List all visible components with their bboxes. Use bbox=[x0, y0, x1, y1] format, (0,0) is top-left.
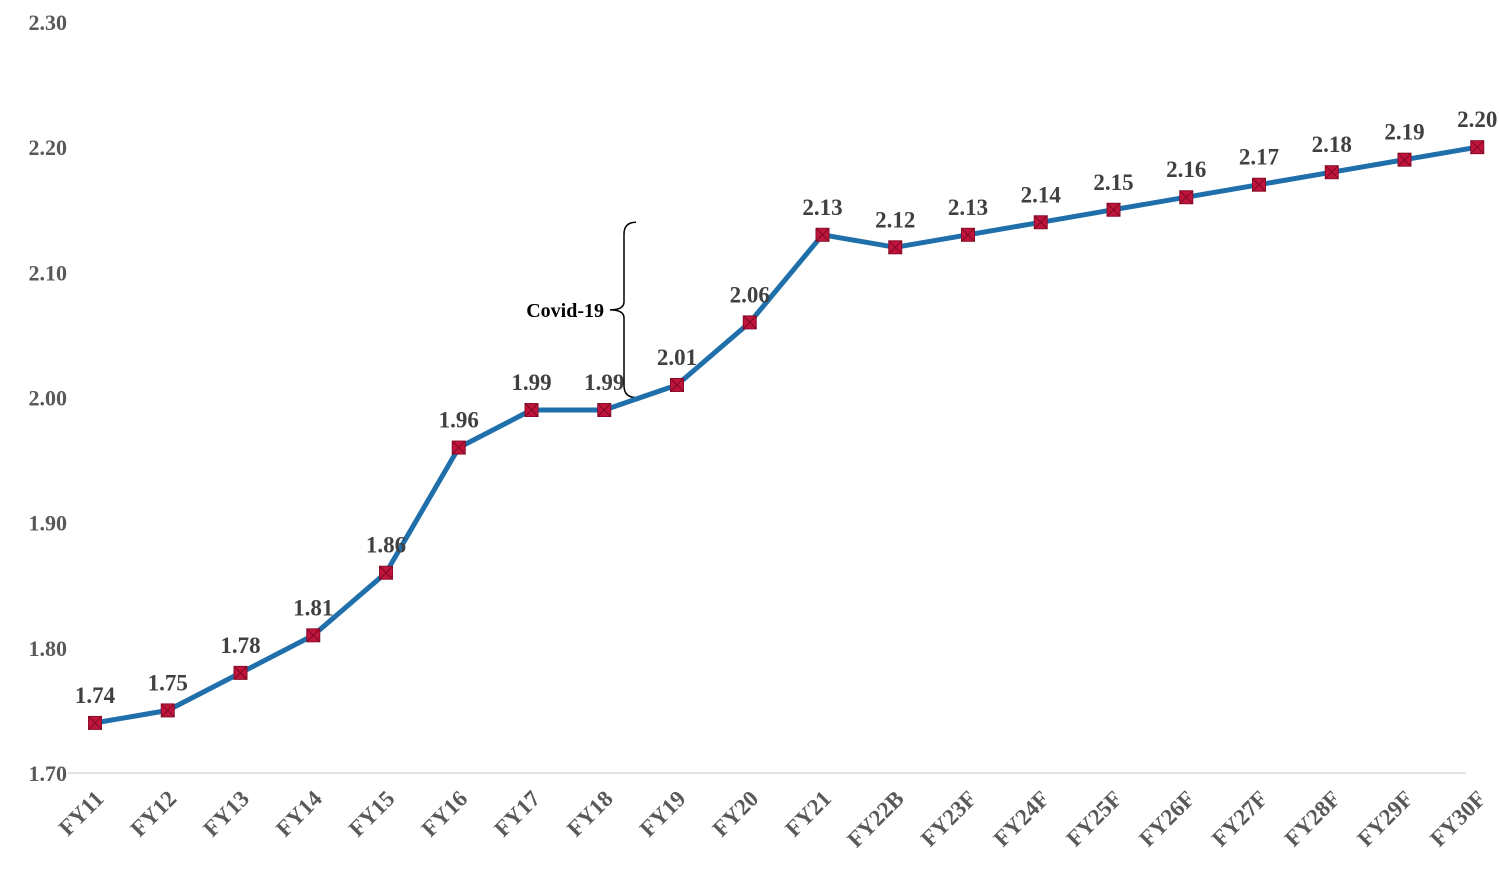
data-label: 1.74 bbox=[75, 683, 116, 708]
data-point-marker-facet bbox=[1033, 215, 1048, 230]
x-tick-label: FY23F bbox=[916, 786, 982, 852]
data-point-marker-facet bbox=[1397, 152, 1412, 167]
data-label: 2.19 bbox=[1384, 120, 1424, 145]
data-label: 2.12 bbox=[875, 207, 915, 232]
x-tick-label: FY29F bbox=[1352, 786, 1418, 852]
data-point-marker-facet bbox=[160, 703, 175, 718]
x-tick-label: FY28F bbox=[1280, 786, 1346, 852]
data-point-marker-facet bbox=[597, 403, 612, 417]
data-point-marker-facet bbox=[451, 440, 466, 455]
data-label: 1.99 bbox=[511, 370, 551, 395]
y-tick-label: 2.10 bbox=[29, 260, 68, 285]
y-tick-label: 2.20 bbox=[29, 135, 68, 160]
x-tick-label: FY11 bbox=[54, 786, 109, 841]
data-point-marker-facet bbox=[742, 315, 757, 330]
x-tick-label: FY26F bbox=[1134, 786, 1200, 852]
data-point-marker-facet bbox=[961, 227, 975, 242]
x-tick-label: FY18 bbox=[562, 786, 618, 842]
y-tick-label: 2.00 bbox=[29, 386, 68, 411]
data-label: 1.86 bbox=[366, 533, 406, 558]
x-tick-label: FY27F bbox=[1207, 786, 1273, 852]
data-label: 1.75 bbox=[148, 670, 188, 695]
data-point-marker-facet bbox=[1324, 165, 1339, 180]
data-point-marker-facet bbox=[379, 565, 393, 580]
x-tick-label: FY22B bbox=[842, 786, 908, 852]
data-point-marker-facet bbox=[524, 403, 539, 417]
data-label: 2.13 bbox=[802, 195, 842, 220]
x-tick-label: FY14 bbox=[271, 786, 327, 842]
data-label: 1.99 bbox=[584, 370, 624, 395]
data-label: 2.14 bbox=[1021, 182, 1062, 207]
data-label: 2.06 bbox=[730, 282, 770, 307]
data-label: 2.18 bbox=[1312, 132, 1352, 157]
x-tick-label: FY30F bbox=[1425, 786, 1491, 852]
covid-bracket bbox=[609, 221, 637, 399]
data-label: 2.15 bbox=[1093, 170, 1133, 195]
x-tick-label: FY21 bbox=[780, 786, 836, 842]
x-tick-label: FY12 bbox=[126, 786, 182, 842]
data-label: 1.96 bbox=[439, 408, 479, 433]
data-label: 1.78 bbox=[220, 633, 260, 658]
x-tick-label: FY17 bbox=[489, 786, 545, 842]
data-labels: 1.74 1.75 1.78 1.81 1.86 1.96 1.99 1.99 2.01 2.06… bbox=[75, 107, 1498, 708]
y-tick-label: 1.90 bbox=[29, 511, 68, 536]
data-point-marker-facet bbox=[233, 666, 248, 680]
data-point-marker-facet bbox=[306, 628, 321, 643]
data-label: 2.20 bbox=[1457, 107, 1497, 132]
data-label: 2.01 bbox=[657, 345, 697, 370]
data-point-marker-facet bbox=[1179, 190, 1194, 205]
data-point-marker-facet bbox=[815, 227, 830, 242]
data-label: 2.13 bbox=[948, 195, 988, 220]
data-point-marker-facet bbox=[670, 378, 684, 392]
series-line bbox=[92, 144, 1480, 726]
data-label: 1.81 bbox=[293, 595, 333, 620]
covid-annotation-label: Covid-19 bbox=[526, 300, 604, 322]
data-point-marker-facet bbox=[1106, 202, 1121, 217]
x-tick-label: FY19 bbox=[635, 786, 691, 842]
y-axis: 1.70 1.80 1.90 2.00 2.10 2.20 2.30 bbox=[29, 10, 68, 786]
data-point-marker-facet bbox=[88, 716, 102, 730]
x-tick-label: FY13 bbox=[198, 786, 254, 842]
x-tick-label: FY20 bbox=[708, 786, 764, 842]
series-markers bbox=[88, 140, 1485, 730]
y-tick-label: 2.30 bbox=[29, 10, 68, 35]
x-tick-label: FY24F bbox=[989, 786, 1055, 852]
data-point-marker-facet bbox=[1252, 177, 1266, 192]
x-tick-label: FY25F bbox=[1061, 786, 1127, 852]
x-tick-label: FY15 bbox=[344, 786, 400, 842]
data-label: 2.17 bbox=[1239, 145, 1279, 170]
covid-annotation: Covid-19 bbox=[526, 221, 637, 399]
data-point-marker-facet bbox=[1470, 140, 1485, 155]
y-tick-label: 1.80 bbox=[29, 636, 68, 661]
data-label: 2.16 bbox=[1166, 157, 1206, 182]
x-axis: FY11 FY12 FY13 FY14 FY15 FY16 FY17 FY18 FY19 FY20… bbox=[54, 786, 1491, 853]
data-point-marker-facet bbox=[888, 240, 903, 255]
y-tick-label: 1.70 bbox=[29, 761, 68, 786]
x-tick-label: FY16 bbox=[417, 786, 473, 842]
